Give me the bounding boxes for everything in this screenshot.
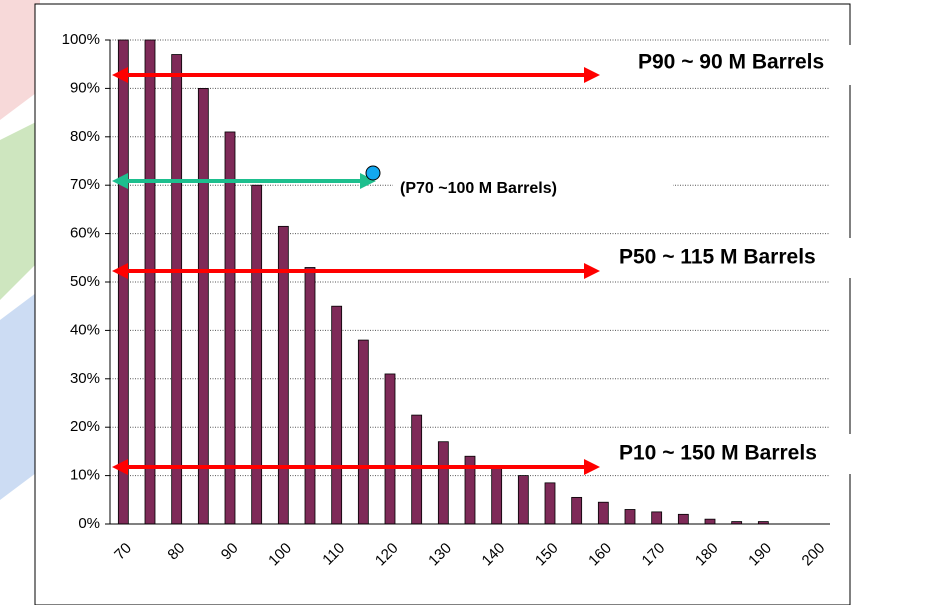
bar	[384, 373, 396, 525]
y-tick-label: 60%	[70, 225, 100, 242]
y-tick-label: 70%	[70, 176, 100, 193]
label-bg	[630, 45, 920, 85]
bar	[117, 39, 129, 525]
label-bg	[393, 174, 673, 204]
bar	[144, 39, 156, 525]
y-tick-label: 80%	[70, 128, 100, 145]
bar	[571, 496, 583, 525]
bar	[437, 441, 449, 525]
bar	[517, 475, 529, 525]
bar	[544, 482, 556, 525]
bar	[704, 518, 716, 525]
bar	[624, 509, 636, 525]
y-tick-label: 40%	[70, 321, 100, 338]
bar	[197, 88, 209, 525]
label-bg	[610, 434, 920, 474]
p90-label: P90 ~ 90 M Barrels	[638, 51, 824, 74]
background-decoration	[0, 0, 40, 500]
y-tick-label: 90%	[70, 79, 100, 96]
bar	[411, 414, 423, 525]
p50-label: P50 ~ 115 M Barrels	[619, 246, 816, 269]
bar	[491, 465, 503, 525]
y-tick-label: 30%	[70, 370, 100, 387]
p10-label: P10 ~ 150 M Barrels	[619, 442, 817, 465]
y-tick-label: 100%	[62, 31, 100, 48]
y-tick-label: 10%	[70, 467, 100, 484]
p70-dot	[365, 165, 381, 181]
y-tick-label: 50%	[70, 273, 100, 290]
bar	[331, 305, 343, 525]
label-bg	[610, 238, 920, 278]
bar	[651, 511, 663, 525]
bar	[251, 184, 263, 525]
bar	[677, 513, 689, 525]
p70-label: (P70 ~100 M Barrels)	[400, 180, 557, 197]
y-tick-label: 20%	[70, 418, 100, 435]
bar	[304, 267, 316, 525]
y-tick-label: 0%	[78, 515, 100, 532]
bar	[357, 339, 369, 525]
bar	[171, 54, 183, 525]
bar	[597, 501, 609, 525]
